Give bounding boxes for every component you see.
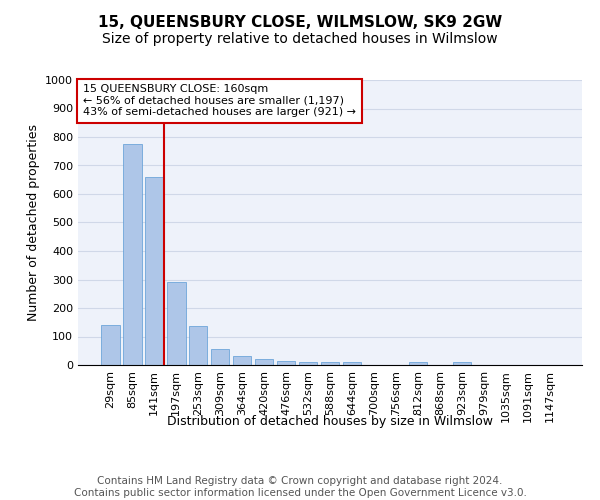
- Bar: [277, 360, 295, 365]
- Text: Distribution of detached houses by size in Wilmslow: Distribution of detached houses by size …: [167, 415, 493, 428]
- Text: Contains HM Land Registry data © Crown copyright and database right 2024.
Contai: Contains HM Land Registry data © Crown c…: [74, 476, 526, 498]
- Bar: [320, 362, 340, 365]
- Bar: [189, 326, 208, 365]
- Y-axis label: Number of detached properties: Number of detached properties: [26, 124, 40, 321]
- Bar: [255, 360, 274, 365]
- Bar: [452, 362, 471, 365]
- Bar: [409, 362, 427, 365]
- Bar: [299, 362, 317, 365]
- Bar: [167, 282, 185, 365]
- Bar: [211, 350, 229, 365]
- Bar: [233, 356, 251, 365]
- Bar: [343, 362, 361, 365]
- Bar: [101, 325, 119, 365]
- Text: 15, QUEENSBURY CLOSE, WILMSLOW, SK9 2GW: 15, QUEENSBURY CLOSE, WILMSLOW, SK9 2GW: [98, 15, 502, 30]
- Text: Size of property relative to detached houses in Wilmslow: Size of property relative to detached ho…: [102, 32, 498, 46]
- Text: 15 QUEENSBURY CLOSE: 160sqm
← 56% of detached houses are smaller (1,197)
43% of : 15 QUEENSBURY CLOSE: 160sqm ← 56% of det…: [83, 84, 356, 117]
- Bar: [123, 144, 142, 365]
- Bar: [145, 177, 164, 365]
